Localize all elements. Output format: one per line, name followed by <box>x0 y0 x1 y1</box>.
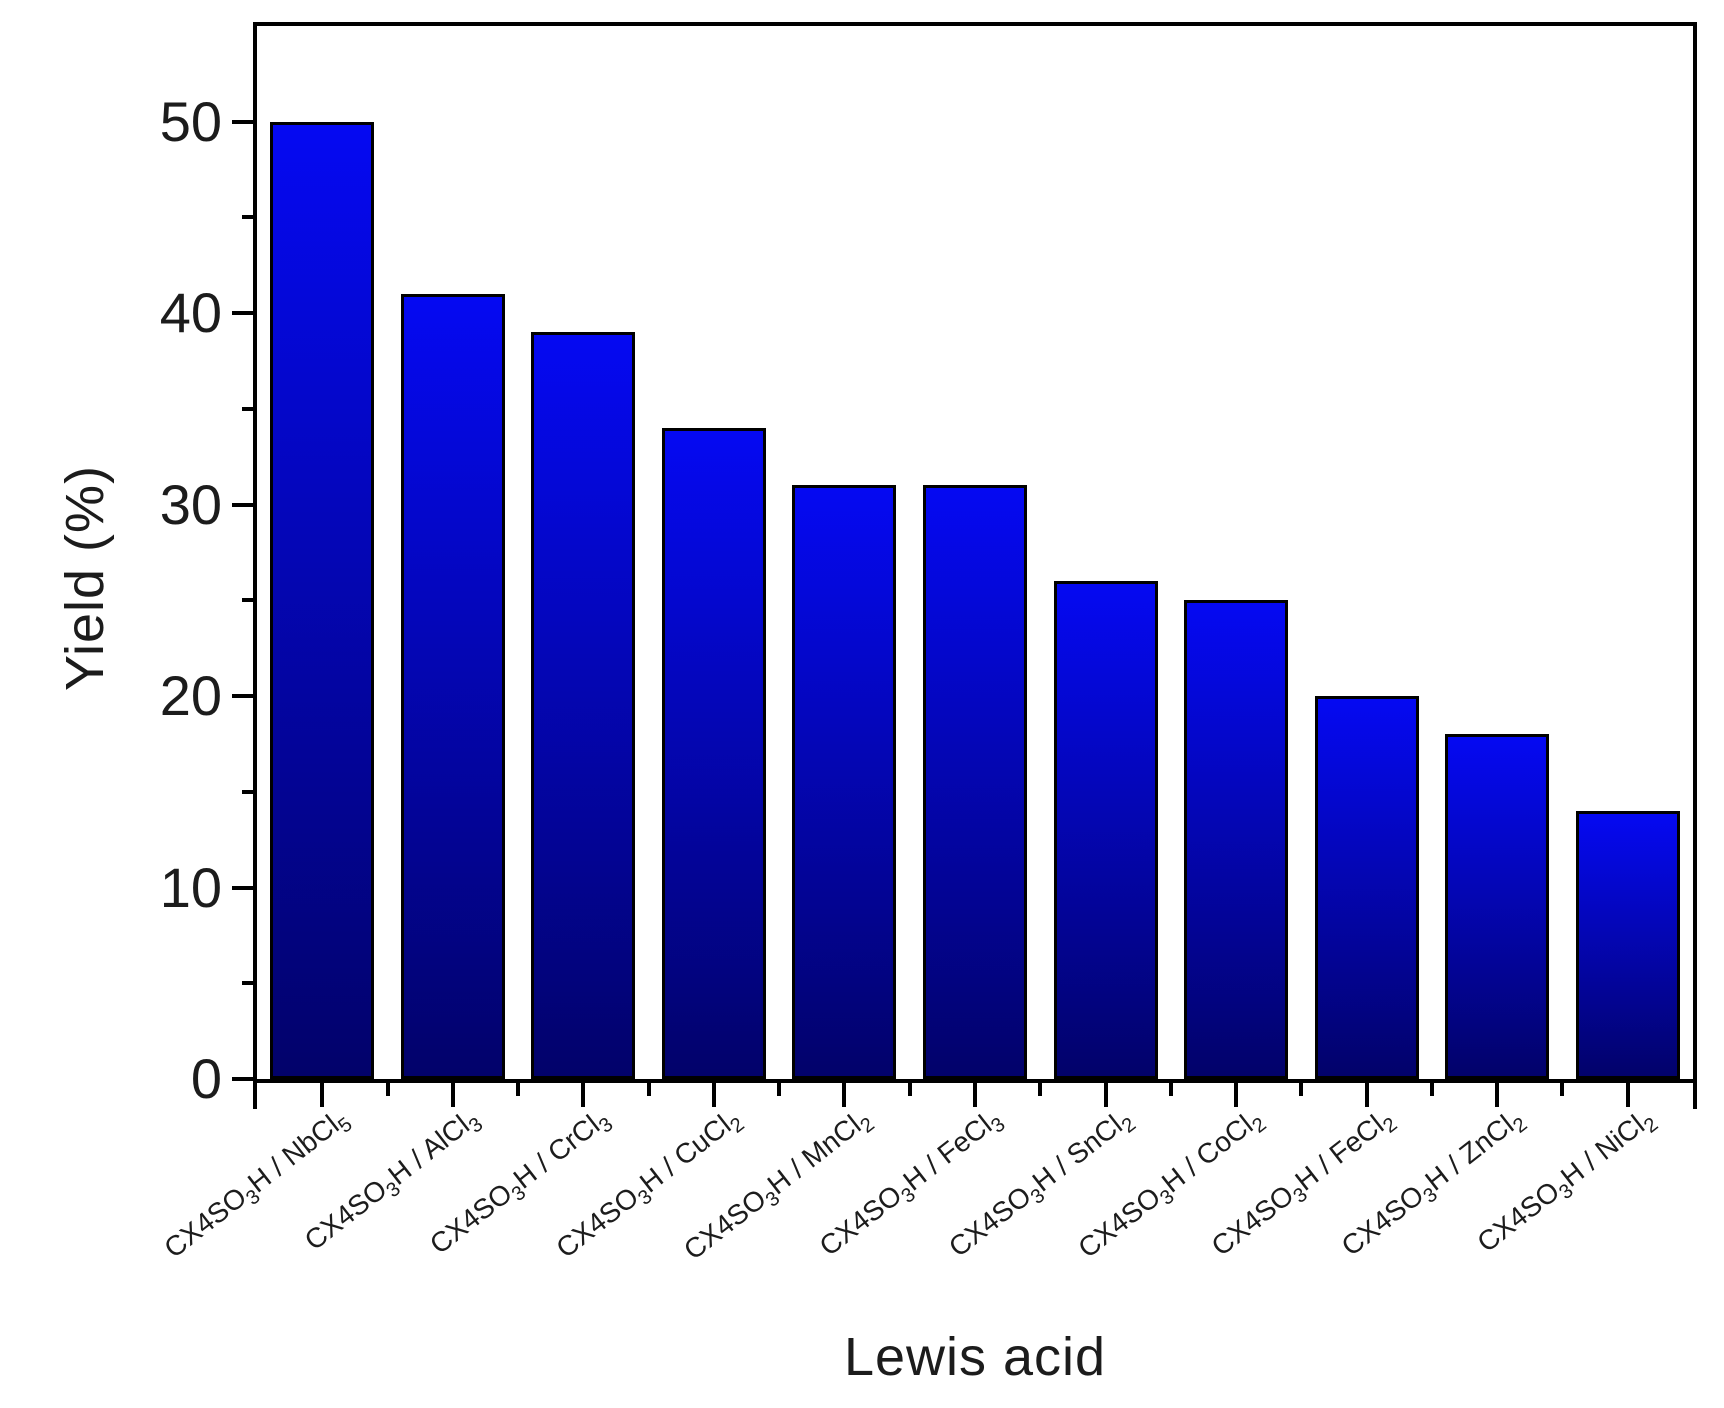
x-minor-tick <box>385 1083 390 1096</box>
frame-corner-tick <box>253 1083 257 1109</box>
y-tick-label: 20 <box>159 664 222 728</box>
x-minor-tick <box>1429 1083 1434 1096</box>
y-major-tick <box>232 119 253 124</box>
x-minor-tick <box>1168 1083 1173 1096</box>
x-major-tick <box>1234 1083 1239 1107</box>
y-minor-tick <box>242 598 253 603</box>
x-minor-tick <box>907 1083 912 1096</box>
x-minor-tick <box>646 1083 651 1096</box>
x-major-tick <box>320 1083 325 1107</box>
x-minor-tick <box>516 1083 521 1096</box>
y-major-tick <box>232 885 253 890</box>
y-major-tick <box>232 1077 253 1081</box>
y-major-tick <box>232 694 253 699</box>
x-minor-tick <box>1038 1083 1043 1096</box>
x-major-tick <box>1495 1083 1500 1107</box>
bar <box>270 122 375 1079</box>
y-minor-tick <box>242 789 253 794</box>
bar <box>1445 734 1550 1079</box>
y-tick-label: 10 <box>159 855 222 919</box>
x-major-tick <box>973 1083 977 1107</box>
bar <box>531 332 636 1079</box>
plot-area <box>253 22 1697 1083</box>
x-major-tick <box>1103 1083 1108 1107</box>
x-major-tick <box>1625 1083 1630 1107</box>
y-minor-tick <box>242 981 253 986</box>
bar <box>1184 600 1289 1079</box>
x-major-tick <box>581 1083 586 1107</box>
y-tick-label: 40 <box>159 281 222 345</box>
bar <box>400 294 505 1079</box>
y-tick-label: 50 <box>159 89 222 153</box>
x-major-tick <box>711 1083 716 1107</box>
x-minor-tick <box>777 1083 782 1096</box>
x-major-tick <box>450 1083 455 1107</box>
y-major-tick <box>232 502 253 507</box>
bar <box>923 485 1027 1079</box>
x-axis-title: Lewis acid <box>843 1327 1107 1387</box>
x-major-tick <box>842 1083 847 1107</box>
x-major-tick <box>1364 1083 1369 1107</box>
y-major-tick <box>232 311 253 316</box>
y-tick-label: 30 <box>159 472 222 536</box>
y-minor-tick <box>242 215 253 220</box>
bar <box>1053 581 1158 1079</box>
frame-corner-tick <box>1693 1083 1697 1109</box>
x-minor-tick <box>1299 1083 1304 1096</box>
y-tick-label: 0 <box>190 1047 222 1110</box>
y-axis-title: Yield (%) <box>55 464 115 692</box>
bar <box>1575 811 1680 1079</box>
x-minor-tick <box>1560 1083 1565 1096</box>
bar <box>661 428 766 1079</box>
bar <box>1314 696 1419 1079</box>
y-minor-tick <box>242 406 253 411</box>
bar <box>792 485 897 1079</box>
